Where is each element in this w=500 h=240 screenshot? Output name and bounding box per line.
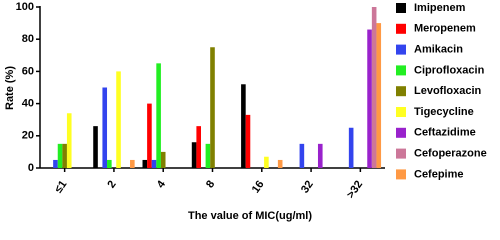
legend-swatch (396, 107, 406, 117)
x-tick-label: >32 (345, 179, 366, 201)
x-tick-label: ≤1 (53, 179, 70, 196)
bar (62, 143, 67, 168)
legend-swatch (396, 148, 406, 159)
y-tick-label: 60 (22, 65, 34, 77)
y-tick-label: 20 (22, 130, 34, 142)
bar (348, 127, 354, 168)
x-tick-label: 16 (250, 179, 267, 196)
y-tick-label: 100 (16, 1, 34, 13)
bar (376, 23, 382, 168)
bar (57, 143, 63, 168)
bar (196, 126, 201, 168)
legend-label: Levofloxacin (414, 85, 482, 97)
bar (147, 103, 152, 168)
bar (142, 159, 148, 168)
bar (264, 156, 269, 168)
legend-swatch (396, 65, 406, 76)
y-tick-label: 0 (28, 162, 34, 174)
bar (93, 126, 98, 168)
legend-label: Ciprofloxacin (414, 64, 485, 76)
x-tick-label: 32 (299, 179, 316, 196)
bar (205, 143, 211, 168)
legend-label: Cefepime (414, 168, 464, 180)
bar (371, 7, 377, 168)
bar (156, 63, 161, 168)
bar (245, 114, 251, 168)
y-axis-label: Rate (%) (4, 66, 16, 110)
bar (102, 87, 108, 168)
legend-label: Meropenem (414, 23, 476, 35)
x-tick-label: 8 (204, 179, 217, 191)
legend-label: Amikacin (414, 44, 463, 56)
legend-label: Ceftazidime (414, 127, 476, 139)
bar (367, 29, 372, 169)
bar (191, 142, 197, 168)
x-tick-label: 4 (155, 178, 169, 191)
bar (107, 159, 112, 168)
bar (130, 159, 135, 168)
legend-label: Cefoperazone (414, 148, 487, 160)
legend-swatch (396, 23, 406, 34)
legend-label: Tigecycline (414, 106, 474, 118)
legend-swatch (396, 86, 406, 97)
y-tick-label: 80 (22, 33, 34, 45)
bar (116, 71, 121, 168)
bar (66, 113, 72, 168)
legend-swatch (396, 169, 406, 180)
legend-swatch (396, 44, 406, 55)
legend-label: Imipenem (414, 2, 466, 14)
y-tick-label: 40 (22, 98, 34, 110)
bar (160, 151, 166, 168)
chart: The value of MIC(ug/ml) Rate (%) 0 20 40 60… (4, 1, 487, 222)
legend-swatch (396, 3, 406, 13)
x-tick-label: 2 (105, 179, 118, 191)
bar (277, 159, 283, 168)
bar (151, 159, 157, 168)
bar (210, 47, 215, 168)
bar (299, 143, 305, 168)
bar (241, 84, 246, 168)
x-axis-label: The value of MIC(ug/ml) (188, 210, 312, 222)
bar (317, 143, 323, 168)
legend-swatch (396, 127, 406, 138)
bar (53, 159, 58, 168)
